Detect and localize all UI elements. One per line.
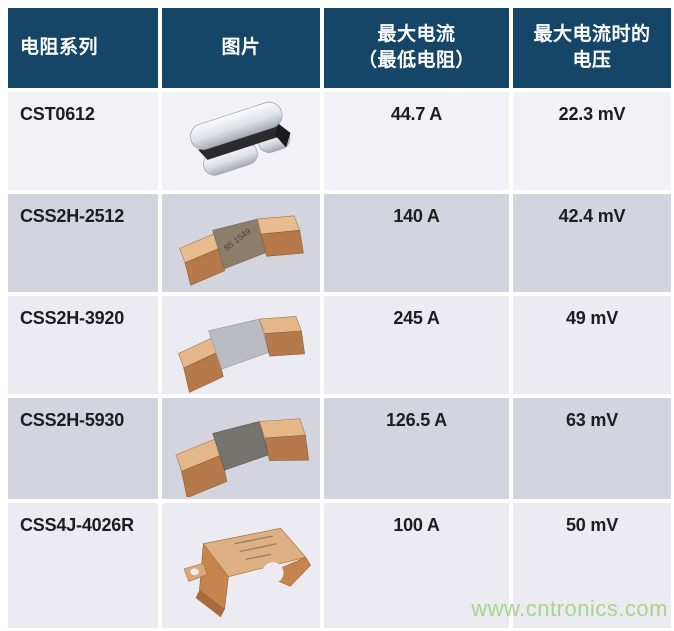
header-image-label: 图片 — [221, 37, 261, 59]
cell-series-css2h-2512: CSS2H-2512 — [8, 194, 158, 292]
cell-image-cst0612 — [162, 92, 320, 190]
cell-voltage-css2h-3920: 49 mV — [513, 296, 671, 394]
css4j-4026r-photo — [183, 527, 311, 617]
header-max-current-line2: （最低电阻） — [357, 50, 475, 71]
header-image: 图片 — [162, 8, 320, 88]
watermark: www.cntronics.com — [471, 596, 668, 621]
cell-series-cst0612: CST0612 — [8, 92, 158, 190]
cell-image-css4j-4026r — [162, 503, 320, 628]
css2h-5930-photo — [175, 417, 310, 497]
cell-series-css4j-4026r: CSS4J-4026R — [8, 503, 158, 628]
header-voltage-line1: 最大电流时的 — [533, 24, 651, 46]
cell-voltage-css2h-2512: 42.4 mV — [513, 194, 671, 292]
cell-series-css2h-5930: CSS2H-5930 — [8, 398, 158, 499]
cst0612-photo — [190, 101, 291, 176]
cell-current-cst0612: 44.7 A — [324, 92, 509, 190]
header-voltage: 最大电流时的 电压 — [513, 8, 671, 88]
cell-current-css2h-5930: 126.5 A — [324, 398, 509, 499]
cell-current-css2h-2512: 140 A — [324, 194, 509, 292]
css2h-2512-photo: 85 1549 — [179, 215, 304, 286]
cell-image-css2h-2512: 85 1549 — [162, 194, 320, 292]
cell-voltage-css2h-5930: 63 mV — [513, 398, 671, 499]
cell-current-css2h-3920: 245 A — [324, 296, 509, 394]
header-max-current-line1: 最大电流 — [377, 24, 456, 46]
header-series: 电阻系列 — [8, 8, 158, 88]
cell-voltage-cst0612: 22.3 mV — [513, 92, 671, 190]
resistor-comparison-table: 电阻系列 图片 最大电流 （最低电阻） 最大电流时的 电压 CST0612 — [8, 8, 671, 628]
cell-voltage-css4j-4026r: 50 mV — [513, 503, 671, 628]
cell-series-css2h-3920: CSS2H-3920 — [8, 296, 158, 394]
cell-image-css2h-5930 — [162, 398, 320, 499]
cell-image-css2h-3920 — [162, 296, 320, 394]
header-voltage-line2: 电压 — [572, 50, 612, 71]
css2h-3920-photo — [178, 316, 306, 393]
header-series-label: 电阻系列 — [20, 37, 99, 59]
cell-current-css4j-4026r: 100 A — [324, 503, 509, 628]
header-max-current: 最大电流 （最低电阻） — [324, 8, 509, 88]
